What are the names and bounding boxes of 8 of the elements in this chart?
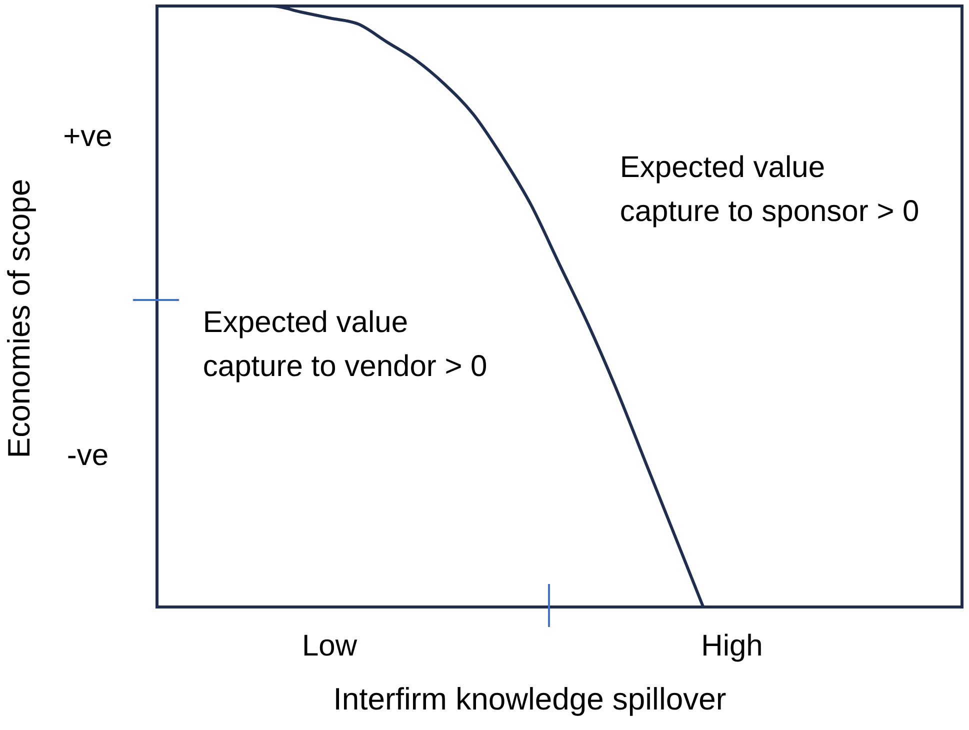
text: -ve bbox=[66, 439, 109, 472]
annotation: Expected value capture to vendor > 0 bbox=[202, 306, 488, 384]
x-tick-label: Low bbox=[302, 629, 358, 662]
annotation: Expected value capture to sponsor > 0 bbox=[620, 151, 920, 228]
x-tick-label: High bbox=[701, 629, 763, 662]
text: +ve bbox=[63, 120, 112, 153]
x-axis-title: Interfirm knowledge spillover bbox=[333, 682, 726, 717]
y-axis-title: Economies of scope bbox=[2, 178, 37, 458]
